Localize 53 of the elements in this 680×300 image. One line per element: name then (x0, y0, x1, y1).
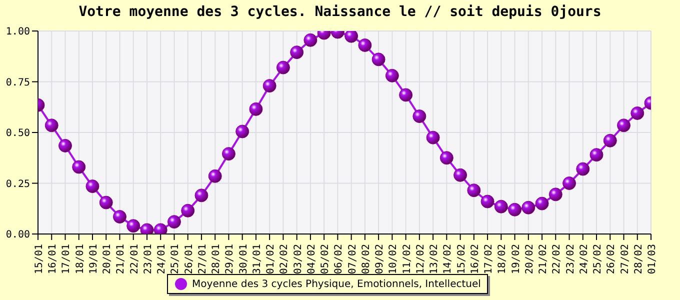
y-tick-label: 0.00 (6, 230, 30, 241)
x-tick-label: 03/02 (292, 244, 304, 274)
x-tick-label: 26/01 (184, 244, 195, 274)
x-tick-label: 12/02 (415, 244, 426, 274)
x-tick-label: 22/02 (552, 244, 563, 274)
x-tick-label: 02/02 (279, 244, 290, 274)
x-tick-label: 19/01 (88, 244, 100, 274)
x-tick-label: 25/01 (170, 244, 182, 274)
x-tick-label: 23/02 (565, 244, 576, 274)
x-tick-label: 06/02 (334, 244, 345, 274)
x-tick-label: 01/02 (266, 244, 277, 274)
y-tick-label: 0.50 (6, 128, 30, 140)
legend-label: Moyenne des 3 cycles Physique, Emotionnels, Intellectuel (192, 278, 481, 290)
x-tick-label: 27/01 (197, 244, 208, 274)
x-tick-label: 29/01 (224, 244, 236, 274)
x-tick-label: 07/02 (347, 244, 358, 274)
x-tick-label: 01/03 (647, 244, 658, 274)
x-tick-label: 24/01 (156, 244, 168, 274)
x-tick-label: 17/02 (484, 244, 495, 274)
x-tick-label: 21/01 (116, 244, 127, 274)
y-tick-label: 0.25 (6, 178, 30, 190)
x-tick-label: 30/01 (238, 244, 250, 274)
x-tick-label: 25/02 (592, 244, 604, 274)
x-tick-label: 11/02 (402, 244, 413, 274)
x-tick-label: 20/02 (524, 244, 536, 274)
x-tick-label: 04/02 (306, 244, 318, 274)
x-tick-label: 18/02 (497, 244, 508, 274)
x-tick-label: 15/01 (34, 244, 45, 274)
y-tick-label: 0.75 (6, 77, 30, 88)
chart-title: Votre moyenne des 3 cycles. Naissance le // soit depuis 0jours (78, 4, 602, 20)
y-tick-label: 1.00 (6, 26, 30, 38)
x-tick-label: 19/02 (510, 244, 522, 274)
x-tick-label: 14/02 (442, 244, 454, 274)
x-tick-label: 05/02 (320, 244, 332, 274)
x-tick-label: 09/02 (374, 244, 386, 274)
x-tick-label: 24/02 (578, 244, 590, 274)
x-tick-label: 28/01 (211, 244, 222, 274)
x-tick-label: 18/01 (74, 244, 86, 274)
x-tick-label: 16/02 (470, 244, 481, 274)
x-tick-label: 20/01 (102, 244, 114, 274)
x-tick-label: 13/02 (429, 244, 440, 274)
x-tick-label: 10/02 (388, 244, 400, 274)
x-tick-label: 31/01 (252, 244, 263, 274)
x-tick-label: 15/02 (456, 244, 468, 274)
x-tick-label: 21/02 (538, 244, 550, 274)
x-tick-label: 22/01 (129, 244, 140, 274)
x-tick-label: 17/01 (61, 244, 72, 274)
x-tick-label: 08/02 (360, 244, 372, 274)
x-tick-label: 27/02 (620, 244, 631, 274)
x-tick-label: 23/01 (142, 244, 154, 274)
x-tick-label: 16/01 (48, 244, 59, 274)
x-tick-label: 28/02 (633, 244, 644, 274)
x-tick-label: 26/02 (606, 244, 618, 274)
